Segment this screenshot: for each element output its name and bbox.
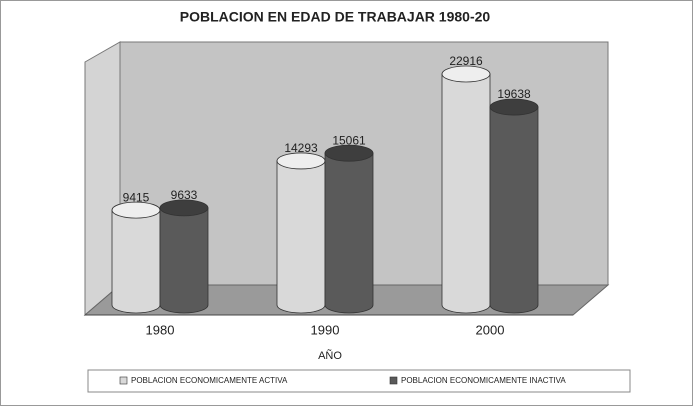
cylinder-body	[489, 106, 539, 314]
cylinder-body	[276, 160, 326, 314]
data-label: 9415	[123, 190, 150, 204]
cylinder-top	[441, 65, 491, 83]
cylinder-body	[111, 209, 161, 314]
cylinder-top	[276, 152, 326, 170]
x-tick-label: 1980	[146, 322, 175, 337]
chart-title: POBLACION EN EDAD DE TRABAJAR 1980-20	[180, 9, 491, 25]
data-label: 14293	[284, 141, 318, 155]
x-tick-label: 2000	[476, 322, 505, 337]
cylinder-top	[111, 201, 161, 219]
cylinder-body	[441, 73, 491, 314]
cylinder-body	[159, 207, 209, 314]
legend-swatch	[389, 376, 398, 385]
data-label: 9633	[171, 188, 198, 202]
cylinder	[111, 201, 161, 314]
cylinder	[159, 199, 209, 314]
legend-swatch	[119, 376, 128, 385]
legend-label: POBLACION ECONOMICAMENTE ACTIVA	[131, 376, 288, 385]
data-label: 19638	[497, 87, 531, 101]
data-label: 15061	[332, 133, 366, 147]
cylinder	[276, 152, 326, 314]
cylinder-top	[489, 98, 539, 116]
cylinder-top	[324, 144, 374, 162]
x-tick-label: 1990	[311, 322, 340, 337]
x-axis-label: AÑO	[318, 349, 342, 362]
cylinder	[324, 144, 374, 314]
legend-label: POBLACION ECONOMICAMENTE INACTIVA	[401, 376, 566, 385]
legend	[87, 369, 631, 393]
cylinder	[489, 98, 539, 314]
data-label: 22916	[449, 54, 483, 68]
cylinder-top	[159, 199, 209, 217]
cylinder	[441, 65, 491, 314]
cylinder-body	[324, 152, 374, 314]
